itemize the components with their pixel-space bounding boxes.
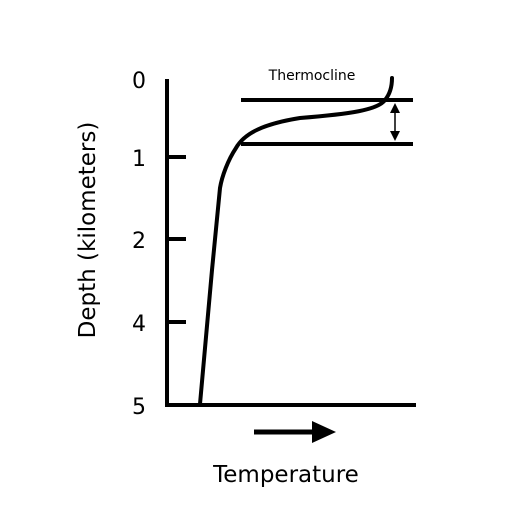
tick-label-2: 2: [132, 229, 146, 254]
tick-label-5: 5: [132, 395, 146, 420]
tick-label-0: 0: [132, 69, 146, 94]
thermocline-label: Thermocline: [268, 68, 356, 84]
tick-label-1: 1: [132, 147, 146, 172]
y-axis-title: Depth (kilometers): [75, 122, 101, 339]
x-axis-title: Temperature: [212, 462, 359, 488]
thermocline-arrow-head-up: [390, 103, 400, 113]
temperature-profile-curve: [198, 76, 394, 406]
temperature-arrow-head: [312, 421, 336, 443]
tick-label-4: 4: [132, 312, 146, 337]
thermocline-arrow-head-down: [390, 131, 400, 141]
